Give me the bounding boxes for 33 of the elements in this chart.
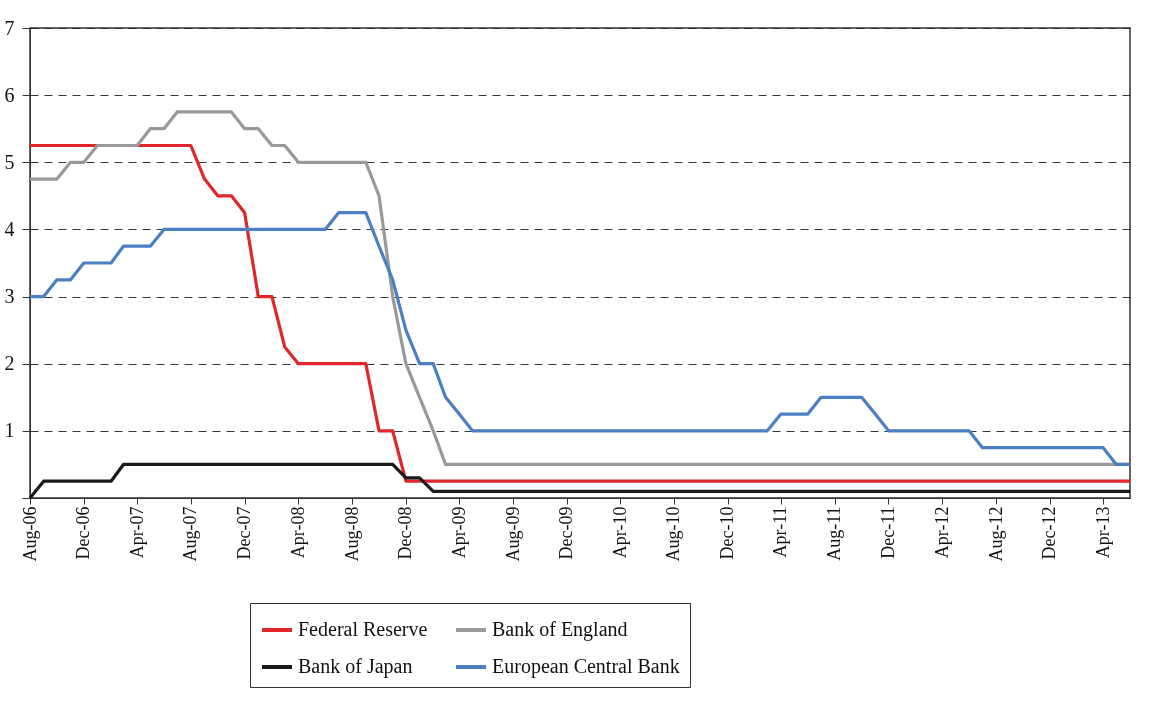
x-tick-label: Dec-12	[1039, 506, 1060, 560]
x-tick-label: Apr-08	[287, 506, 308, 559]
x-tick-label: Apr-10	[609, 506, 630, 559]
x-tick-label: Aug-08	[341, 506, 362, 562]
y-tick-label: 2	[4, 352, 15, 375]
x-tick-label: Dec-06	[73, 506, 94, 560]
legend-label: Federal Reserve	[298, 618, 428, 640]
y-tick-label: 5	[4, 150, 15, 173]
x-tick-label: Aug-11	[824, 506, 845, 561]
x-tick-label: Dec-09	[556, 506, 577, 560]
y-tick-label: 1	[4, 419, 15, 442]
x-tick-label: Dec-11	[877, 506, 898, 559]
y-tick-label: 4	[4, 217, 15, 240]
x-tick-label: Apr-12	[931, 506, 952, 559]
legend-label: Bank of Japan	[298, 655, 413, 678]
x-tick-label: Dec-08	[395, 506, 416, 560]
x-tick-label: Apr-11	[770, 506, 791, 558]
x-tick-label: Aug-07	[180, 506, 201, 562]
y-tick-label: 3	[4, 285, 15, 308]
legend-label: Bank of England	[492, 618, 628, 641]
x-tick-label: Dec-07	[234, 506, 255, 560]
legend-label: European Central Bank	[492, 655, 680, 678]
x-tick-label: Apr-13	[1092, 506, 1113, 559]
y-tick-label: 7	[4, 16, 15, 39]
x-tick-label: Apr-09	[448, 506, 469, 559]
line-series	[28, 211, 1132, 467]
x-tick-label: Apr-07	[126, 506, 147, 559]
x-tick-label: Aug-12	[985, 506, 1006, 562]
x-tick-label: Aug-06	[19, 506, 40, 562]
x-tick-label: Aug-09	[502, 506, 523, 562]
x-tick-label: Aug-10	[663, 506, 684, 562]
y-tick-label: 6	[4, 83, 15, 106]
x-tick-label: Dec-10	[717, 506, 738, 560]
